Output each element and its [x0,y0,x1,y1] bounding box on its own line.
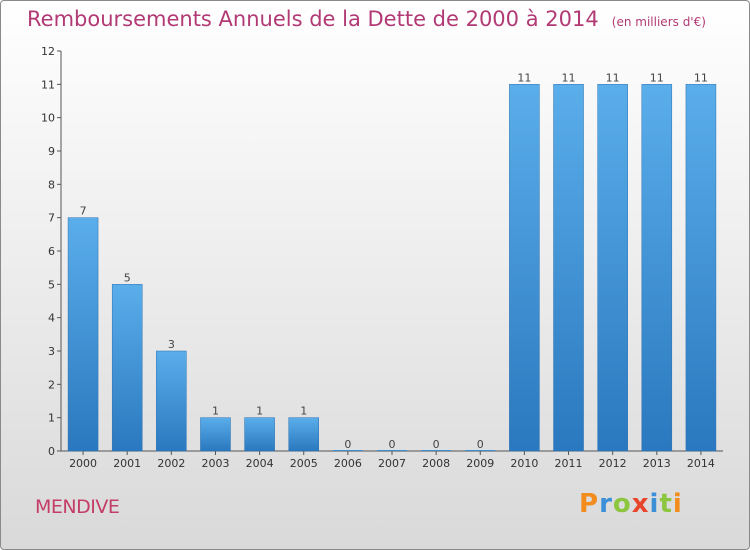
y-tick-label: 12 [41,45,55,58]
bar-2007 [376,450,408,451]
data-label: 0 [477,438,484,451]
y-tick-label: 9 [48,145,55,158]
brand-letter: o [612,489,632,519]
y-tick-label: 8 [48,178,55,191]
x-tick-label: 2014 [687,457,715,470]
x-tick-label: 2007 [378,457,406,470]
y-tick-label: 5 [48,278,55,291]
x-tick-label: 2005 [290,457,318,470]
x-tick-label: 2004 [246,457,274,470]
data-label: 7 [80,205,87,218]
x-tick-label: 2008 [422,457,450,470]
data-label: 11 [650,71,664,84]
y-tick-label: 3 [48,345,55,358]
x-tick-label: 2012 [599,457,627,470]
title-block: Remboursements Annuels de la Dette de 20… [27,7,706,31]
brand-letter: i [649,489,660,519]
data-label: 1 [256,405,263,418]
bars [67,84,717,452]
bar-2012 [597,84,628,452]
y-tick-label: 10 [41,112,55,125]
data-label: 1 [212,405,219,418]
bar-2014 [685,84,717,452]
bar-2011 [553,84,584,452]
chart-title: Remboursements Annuels de la Dette de 20… [27,7,599,31]
y-tick-label: 2 [48,378,55,391]
x-tick-label: 2011 [555,457,583,470]
data-label: 11 [694,71,708,84]
x-tick-label: 2010 [510,457,538,470]
brand-letter: r [599,489,613,519]
y-tick-label: 1 [48,412,55,425]
brand-letter: t [659,489,673,519]
chart-unit-note: (en milliers d'€) [611,15,706,29]
bar-2000 [67,217,99,452]
y-tick-label: 4 [48,312,55,325]
location-name: MENDIVE [35,496,120,518]
x-tick-label: 2001 [113,457,141,470]
brand-logo: Proxiti [579,489,683,519]
x-tick-label: 2013 [643,457,671,470]
bar-2003 [200,417,231,452]
bar-2006 [332,450,363,451]
data-label: 0 [389,438,396,451]
data-label: 11 [562,71,576,84]
x-tick-label: 2002 [157,457,185,470]
data-label: 0 [344,438,351,451]
data-label: 11 [517,71,531,84]
bar-2008 [421,450,452,451]
bar-2001 [111,284,143,452]
brand-letter: x [631,489,650,519]
brand-letter: i [672,489,683,519]
x-tick-label: 2009 [466,457,494,470]
data-label: 3 [168,338,175,351]
y-tick-label: 6 [48,245,55,258]
y-tick-label: 7 [48,212,55,225]
y-tick-label: 11 [41,78,55,91]
x-tick-label: 2003 [201,457,229,470]
x-tick-label: 2006 [334,457,362,470]
data-label: 11 [606,71,620,84]
brand-letter: P [579,489,600,519]
bar-2005 [288,417,319,452]
bar-2004 [244,417,275,452]
x-axis: 2000 2001 2002 2003 2004 2005 2006 2007 2008 2009… [61,450,723,470]
y-tick-label: 0 [48,445,55,458]
x-tick-label: 2000 [69,457,97,470]
data-label: 1 [300,405,307,418]
bar-2013 [641,84,673,452]
data-label: 0 [433,438,440,451]
data-label: 5 [124,271,131,284]
bar-2009 [465,450,496,451]
bar-2002 [156,350,187,452]
bar-2010 [509,84,540,452]
